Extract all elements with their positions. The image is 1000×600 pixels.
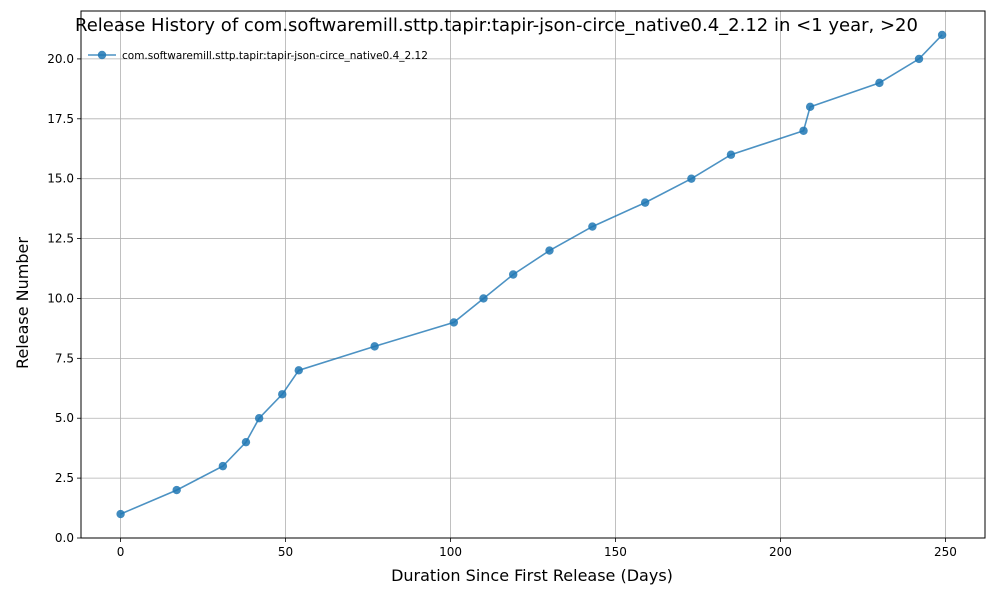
data-point (805, 102, 815, 112)
data-point (172, 485, 181, 495)
x-tick-label: 200 (769, 545, 792, 559)
y-tick-label: 7.5 (55, 351, 74, 365)
y-tick-label: 20.0 (47, 52, 74, 66)
x-tick-label: 150 (604, 545, 627, 559)
y-axis-ticks: 0.0 2.5 5.0 7.5 10.0 12.5 15.0 17.5 20.0 (47, 52, 81, 545)
x-tick-label: 100 (439, 545, 462, 559)
data-point (509, 270, 518, 279)
y-tick-label: 17.5 (47, 112, 74, 126)
y-tick-label: 10.0 (47, 291, 74, 305)
plot-area-frame (80, 10, 986, 539)
data-point (116, 509, 125, 519)
legend-label: com.softwaremill.sttp.tapir:tapir-json-c… (122, 50, 428, 62)
x-tick-label: 50 (278, 545, 293, 559)
y-tick-label: 15.0 (47, 172, 74, 186)
data-point (875, 78, 884, 88)
data-point (545, 246, 554, 255)
data-point (254, 414, 264, 423)
data-point (687, 174, 696, 183)
chart-title: Release History of com.softwaremill.sttp… (75, 15, 918, 36)
x-axis-ticks: 0 50 100 150 200 250 (117, 538, 957, 559)
legend: com.softwaremill.sttp.tapir:tapir-json-c… (88, 50, 428, 62)
data-point (218, 461, 228, 471)
data-point (278, 390, 287, 399)
y-tick-label: 2.5 (55, 471, 74, 485)
x-axis-label: Duration Since First Release (Days) (391, 566, 673, 585)
data-point (640, 198, 650, 207)
y-tick-label: 12.5 (47, 232, 74, 246)
grid-lines (81, 11, 985, 539)
data-point (241, 437, 251, 447)
data-point (799, 126, 808, 135)
x-tick-label: 250 (934, 545, 957, 559)
data-point (588, 222, 597, 231)
data-point (726, 150, 736, 159)
y-tick-label: 5.0 (55, 411, 74, 425)
x-tick-label: 0 (117, 545, 125, 559)
legend-marker (97, 50, 107, 60)
data-point (370, 342, 379, 351)
data-point (937, 30, 947, 40)
series-group (116, 30, 947, 519)
y-tick-label: 0.0 (55, 531, 74, 545)
data-point (449, 318, 459, 327)
data-point (294, 366, 303, 375)
data-point (914, 54, 924, 64)
data-point (479, 294, 488, 303)
y-axis-label: Release Number (13, 237, 32, 369)
